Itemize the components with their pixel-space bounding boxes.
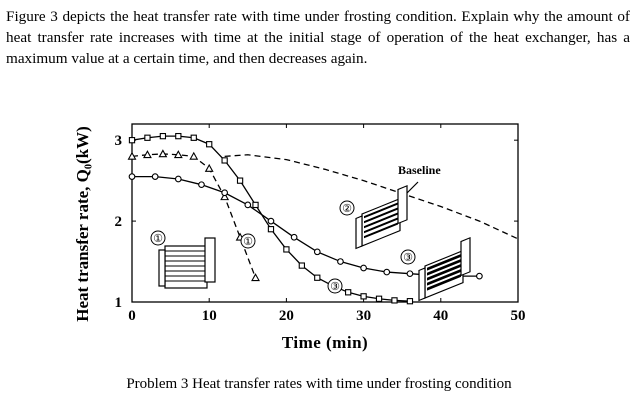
- heat-exchanger-sketch-2: [355, 184, 408, 250]
- data-point-square: [252, 201, 259, 209]
- data-point-square: [128, 137, 136, 144]
- data-point-square: [391, 297, 398, 304]
- x-tick-label: 20: [279, 308, 294, 324]
- svg-text:②: ②: [342, 203, 352, 215]
- data-point-circle: [198, 181, 205, 189]
- series-line-4: [224, 154, 519, 240]
- data-point-square: [175, 132, 182, 140]
- data-point-square: [221, 157, 228, 164]
- data-point-square: [406, 298, 414, 305]
- data-point-circle: [221, 189, 228, 197]
- data-point-triangle: [143, 150, 152, 159]
- data-point-circle: [313, 248, 321, 256]
- data-point-square: [236, 177, 244, 184]
- data-point-circle: [151, 173, 159, 180]
- baseline-label: Baseline: [398, 163, 441, 177]
- svg-text:①: ①: [153, 233, 163, 245]
- data-point-square: [144, 134, 151, 141]
- data-point-triangle: [204, 163, 214, 172]
- label-2: ②: [339, 200, 355, 216]
- data-point-square: [159, 132, 167, 140]
- data-point-circle: [174, 175, 182, 183]
- data-point-circle: [383, 268, 391, 276]
- data-point-square: [314, 274, 321, 281]
- svg-text:③: ③: [330, 281, 340, 293]
- label-1-left: ①: [150, 230, 166, 246]
- y-tick-label: 3: [115, 133, 123, 149]
- data-point-circle: [360, 264, 367, 272]
- problem-statement: Figure 3 depicts the heat transfer rate …: [6, 8, 630, 67]
- data-point-triangle: [158, 149, 168, 158]
- data-point-triangle: [189, 151, 199, 160]
- data-point-circle: [128, 173, 136, 180]
- data-point-triangle: [173, 150, 183, 159]
- data-point-square: [298, 262, 305, 269]
- y-tick-label: 2: [115, 214, 123, 230]
- plot-frame: [131, 123, 519, 303]
- data-point-square: [283, 246, 290, 253]
- data-point-circle: [476, 272, 483, 280]
- data-point-circle: [267, 217, 275, 225]
- data-point-square: [206, 141, 213, 148]
- data-point-triangle: [251, 273, 260, 282]
- x-tick-label: 50: [511, 308, 526, 324]
- data-point-square: [267, 226, 275, 233]
- data-point-square: [375, 295, 383, 302]
- label-3-right: ③: [400, 249, 416, 265]
- y-axis-label: Heat transfer rate, Q₀(kW): [73, 126, 92, 322]
- data-point-circle: [290, 233, 298, 241]
- x-tick-label: 0: [128, 308, 136, 324]
- data-point-circle: [337, 258, 344, 265]
- data-point-circle: [244, 201, 252, 209]
- label-3-bottom: ③: [327, 278, 343, 294]
- label-1-center: ①: [240, 233, 256, 249]
- data-point-square: [345, 289, 352, 296]
- data-point-triangle: [127, 151, 137, 160]
- figure-caption: Problem 3 Heat transfer rates with time …: [126, 376, 512, 392]
- data-point-square: [360, 293, 367, 300]
- data-point-square: [190, 134, 197, 141]
- y-tick-label: 1: [115, 295, 123, 311]
- heat-exchanger-sketch-1: [158, 237, 216, 289]
- heat-exchanger-sketch-3: [418, 236, 471, 302]
- data-point-circle: [406, 270, 414, 278]
- x-tick-label: 40: [433, 308, 448, 324]
- x-tick-label: 10: [202, 308, 217, 324]
- svg-text:①: ①: [243, 236, 253, 248]
- svg-text:③: ③: [403, 252, 413, 264]
- x-tick-label: 30: [356, 308, 371, 324]
- data-point-triangle: [220, 192, 230, 201]
- x-axis-label: Time (min): [282, 333, 368, 352]
